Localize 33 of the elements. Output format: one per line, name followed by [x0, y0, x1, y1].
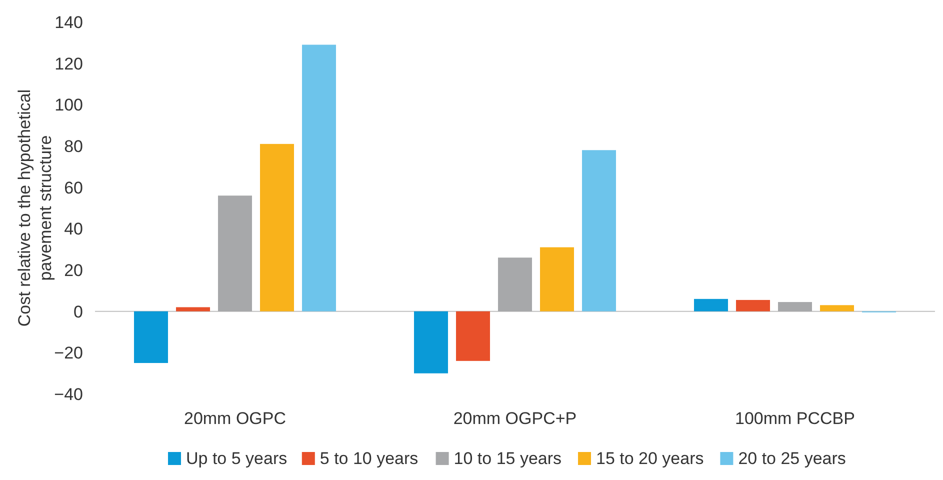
legend-label: Up to 5 years [186, 449, 288, 468]
bar [582, 150, 616, 312]
y-tick-label: 0 [74, 302, 83, 322]
bar [456, 311, 490, 361]
y-tick-label: −40 [54, 384, 83, 404]
bar [736, 300, 770, 312]
legend-label: 5 to 10 years [320, 449, 418, 468]
bar [820, 305, 854, 312]
bar [176, 307, 210, 312]
bar [260, 144, 294, 312]
legend-label: 20 to 25 years [738, 449, 846, 468]
y-tick-label: −20 [54, 344, 83, 363]
bar [778, 302, 812, 312]
x-tick-label: 20mm OGPC+P [453, 409, 577, 428]
y-tick-label: 140 [54, 12, 83, 32]
bar [694, 298, 728, 312]
y-tick-label: 120 [54, 54, 83, 74]
y-tick-label: 60 [64, 178, 83, 198]
bar [498, 258, 532, 312]
legend-label: 10 to 15 years [454, 449, 562, 468]
bar [414, 311, 448, 374]
y-tick-label: 80 [64, 136, 83, 156]
bar [302, 44, 336, 312]
bar [540, 247, 574, 312]
x-tick-label: 100mm PCCBP [735, 409, 855, 428]
bar [134, 311, 168, 363]
x-tick-label: 20mm OGPC [184, 409, 286, 428]
y-axis-title: Cost relative to the hypothetical pavement structure [15, 89, 55, 327]
y-tick-label: 20 [64, 260, 83, 280]
y-tick-label: 40 [64, 220, 83, 239]
y-tick-label: 100 [54, 96, 83, 115]
bar [218, 196, 252, 312]
legend-label: 15 to 20 years [596, 449, 704, 468]
